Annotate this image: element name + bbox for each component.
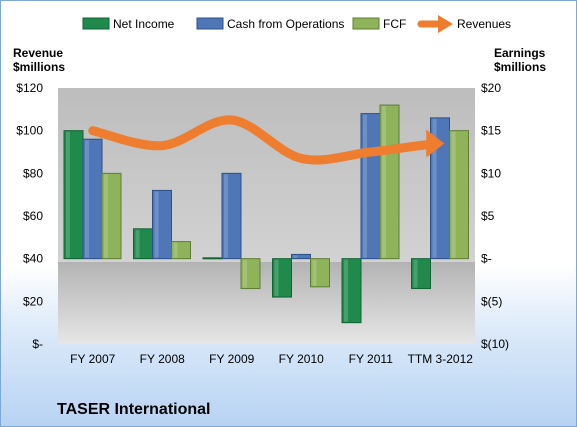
bar-highlight: [85, 140, 89, 258]
left-tick-label: $120: [16, 81, 43, 95]
legend-swatch-cash-from-operations: [196, 17, 224, 30]
left-axis-title-line2: $millions: [13, 60, 65, 74]
bar-net-income: [411, 258, 431, 290]
right-tick-label: $(10): [481, 337, 509, 351]
legend: Net Income Cash from Operations FCF Reve…: [82, 15, 511, 33]
chart-title: TASER International: [57, 401, 211, 418]
category-label: FY 2011: [349, 352, 394, 366]
bar-highlight: [224, 174, 228, 258]
right-tick-label: $(5): [481, 294, 502, 308]
bar-highlight: [293, 255, 298, 258]
bar-fcf: [449, 130, 469, 260]
left-axis-title-line1: Revenue: [13, 46, 63, 60]
bar-highlight: [312, 259, 317, 286]
bar-highlight: [274, 259, 279, 297]
bar-net-income: [341, 258, 362, 324]
revenue-line-arrowhead: [426, 129, 445, 158]
bar-highlight: [382, 106, 386, 258]
right-axis-ticks: $(10) $(5) $- $5 $10 $15 $20: [481, 81, 509, 351]
left-tick-label: $80: [23, 166, 43, 180]
right-tick-label: $15: [481, 124, 501, 138]
bar-fcf: [101, 172, 122, 260]
legend-swatch-net-income: [82, 17, 110, 30]
bar-net-income: [202, 257, 223, 260]
bar-fcf: [171, 241, 191, 260]
bar-highlight: [432, 118, 437, 258]
right-tick-label: $-: [481, 252, 492, 266]
bar-highlight: [66, 131, 70, 258]
legend-swatch-fcf: [352, 17, 380, 30]
category-labels: FY 2007 FY 2008 FY 2009 FY 2010 FY 2011 TTM 3…: [70, 352, 473, 366]
bar-fcf: [240, 258, 261, 290]
bar-fcf: [310, 258, 330, 288]
bar-highlight: [451, 131, 456, 258]
bars: [63, 104, 469, 324]
right-tick-label: $20: [481, 81, 501, 95]
bar-highlight: [243, 259, 247, 288]
category-label: FY 2010: [279, 352, 324, 366]
right-axis-title-line1: Earnings: [494, 46, 546, 60]
bar-highlight: [413, 259, 418, 288]
legend-arrow-revenues: [417, 15, 453, 33]
bar-cash-from-operations: [152, 189, 172, 260]
revenue-line-layer: [88, 115, 445, 165]
bar-highlight: [173, 242, 178, 258]
left-axis-ticks: $- $20 $40 $60 $80 $100 $120: [16, 81, 43, 351]
right-tick-label: $5: [481, 209, 495, 223]
bar-highlight: [135, 229, 140, 258]
bar-highlight: [154, 191, 159, 258]
left-tick-label: $20: [23, 294, 43, 308]
right-axis-title-line2: $millions: [494, 60, 546, 74]
bar-highlight: [344, 259, 348, 322]
bar-cash-from-operations: [221, 172, 242, 260]
bar-highlight: [363, 114, 367, 258]
left-tick-label: $40: [23, 252, 43, 266]
right-tick-label: $10: [481, 166, 501, 180]
bar-highlight: [104, 174, 108, 258]
left-tick-label: $100: [16, 124, 43, 138]
left-tick-label: $-: [32, 337, 43, 351]
left-tick-label: $60: [23, 209, 43, 223]
legend-revenues: Revenues: [457, 17, 511, 31]
category-label: FY 2007: [70, 352, 115, 366]
legend-cash-from-operations: Cash from Operations: [227, 17, 344, 31]
plot-area: [58, 88, 475, 344]
bar-fcf: [379, 104, 400, 260]
bar-net-income: [272, 258, 292, 298]
category-label: FY 2008: [140, 352, 185, 366]
category-label: TTM 3-2012: [408, 352, 474, 366]
category-label: FY 2009: [209, 352, 254, 366]
bar-cash-from-operations: [291, 253, 311, 260]
legend-net-income: Net Income: [113, 17, 175, 31]
legend-fcf: FCF: [383, 17, 406, 31]
